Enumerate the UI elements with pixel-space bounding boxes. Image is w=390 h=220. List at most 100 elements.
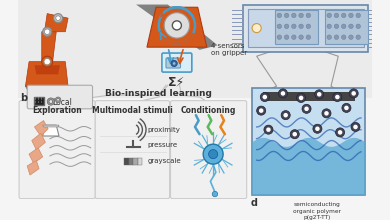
Circle shape — [333, 92, 342, 102]
Circle shape — [327, 35, 332, 39]
Circle shape — [56, 16, 60, 20]
Polygon shape — [25, 86, 68, 91]
Text: 4 sensors
on gripper: 4 sensors on gripper — [211, 43, 247, 56]
FancyBboxPatch shape — [243, 5, 368, 52]
Circle shape — [277, 24, 282, 29]
Circle shape — [47, 98, 55, 105]
Polygon shape — [43, 125, 59, 127]
Polygon shape — [44, 14, 68, 32]
FancyBboxPatch shape — [129, 158, 133, 165]
Circle shape — [349, 13, 353, 18]
Polygon shape — [147, 7, 207, 47]
Polygon shape — [43, 125, 59, 136]
Circle shape — [349, 89, 358, 98]
Polygon shape — [42, 32, 56, 62]
Circle shape — [212, 191, 218, 197]
Circle shape — [44, 29, 50, 35]
Circle shape — [315, 90, 324, 99]
Circle shape — [42, 56, 53, 67]
Text: Σ⚡: Σ⚡ — [168, 75, 186, 88]
Circle shape — [281, 91, 285, 96]
Circle shape — [306, 13, 310, 18]
FancyBboxPatch shape — [27, 85, 92, 109]
FancyBboxPatch shape — [324, 10, 368, 44]
Circle shape — [55, 97, 61, 103]
Circle shape — [351, 91, 356, 96]
Text: proximity: proximity — [148, 127, 181, 133]
Circle shape — [277, 35, 282, 39]
FancyBboxPatch shape — [124, 158, 129, 165]
Circle shape — [341, 35, 346, 39]
FancyBboxPatch shape — [162, 53, 192, 72]
Circle shape — [260, 92, 269, 102]
Polygon shape — [27, 161, 39, 175]
Circle shape — [203, 144, 223, 164]
Text: d: d — [250, 198, 257, 208]
Circle shape — [334, 24, 339, 29]
Circle shape — [164, 13, 190, 38]
Circle shape — [299, 24, 303, 29]
Polygon shape — [25, 62, 68, 86]
Circle shape — [342, 103, 351, 112]
Circle shape — [290, 130, 299, 139]
Circle shape — [299, 13, 303, 18]
Circle shape — [302, 104, 311, 113]
Circle shape — [173, 62, 176, 65]
FancyBboxPatch shape — [138, 158, 142, 165]
FancyBboxPatch shape — [95, 101, 170, 199]
Circle shape — [44, 59, 50, 65]
FancyBboxPatch shape — [170, 101, 247, 199]
Circle shape — [284, 113, 288, 117]
Polygon shape — [34, 65, 60, 74]
Circle shape — [306, 24, 310, 29]
Circle shape — [327, 13, 332, 18]
Text: Conditioning: Conditioning — [181, 106, 236, 115]
Circle shape — [299, 35, 303, 39]
Circle shape — [356, 35, 360, 39]
Circle shape — [306, 35, 310, 39]
Circle shape — [292, 24, 296, 29]
Circle shape — [292, 35, 296, 39]
Circle shape — [292, 132, 297, 136]
Circle shape — [296, 94, 306, 103]
Circle shape — [252, 24, 261, 33]
Circle shape — [257, 106, 266, 115]
Circle shape — [335, 128, 345, 137]
Circle shape — [264, 125, 273, 134]
Circle shape — [304, 106, 309, 111]
Circle shape — [209, 150, 218, 159]
Circle shape — [324, 111, 329, 116]
Polygon shape — [34, 121, 48, 136]
Circle shape — [338, 130, 342, 135]
Circle shape — [278, 89, 287, 98]
Circle shape — [277, 13, 282, 18]
Circle shape — [322, 109, 331, 118]
Circle shape — [356, 24, 360, 29]
Circle shape — [351, 122, 360, 132]
Circle shape — [262, 95, 267, 99]
Text: Local: Local — [52, 98, 72, 107]
FancyBboxPatch shape — [275, 10, 318, 44]
Circle shape — [281, 111, 290, 120]
Circle shape — [334, 35, 339, 39]
Circle shape — [315, 126, 320, 131]
Circle shape — [43, 27, 52, 36]
Circle shape — [341, 24, 346, 29]
Text: Bio-inspired learning: Bio-inspired learning — [105, 89, 212, 98]
FancyBboxPatch shape — [248, 9, 363, 47]
Circle shape — [292, 13, 296, 18]
Circle shape — [284, 35, 289, 39]
FancyBboxPatch shape — [263, 92, 355, 101]
Polygon shape — [29, 148, 43, 163]
FancyBboxPatch shape — [133, 158, 138, 165]
Circle shape — [313, 124, 322, 133]
Circle shape — [299, 96, 303, 100]
Circle shape — [259, 108, 264, 113]
Circle shape — [334, 13, 339, 18]
Circle shape — [172, 21, 181, 30]
Polygon shape — [136, 5, 218, 50]
Polygon shape — [32, 133, 45, 150]
Text: semiconducting
organic polymer
p(g2T-TT): semiconducting organic polymer p(g2T-TT) — [293, 202, 341, 220]
Circle shape — [266, 127, 271, 132]
Circle shape — [349, 35, 353, 39]
